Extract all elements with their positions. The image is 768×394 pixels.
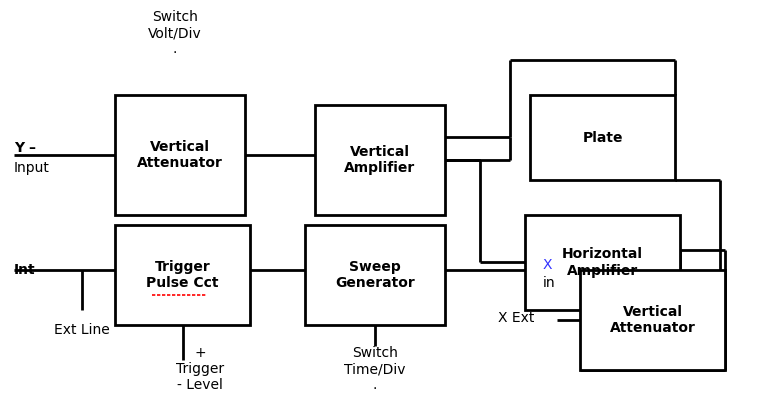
Text: in: in: [543, 276, 555, 290]
Bar: [115, 225, 250, 325]
Text: Vertical
Attenuator: Vertical Attenuator: [137, 140, 223, 170]
Bar: [115, 95, 245, 215]
Bar: [580, 270, 725, 370]
Bar: [525, 215, 680, 310]
Text: Vertical
Amplifier: Vertical Amplifier: [344, 145, 415, 175]
Text: Trigger
Pulse Cct: Trigger Pulse Cct: [146, 260, 219, 290]
Text: Input: Input: [14, 161, 50, 175]
Text: Plate: Plate: [582, 130, 623, 145]
Bar: [530, 95, 675, 180]
Text: Ext Line: Ext Line: [54, 323, 110, 337]
Text: Horizontal
Amplifier: Horizontal Amplifier: [562, 247, 643, 278]
Text: X Ext: X Ext: [498, 311, 535, 325]
Text: Vertical
Attenuator: Vertical Attenuator: [610, 305, 696, 335]
Text: Switch
Volt/Div
.: Switch Volt/Div .: [148, 10, 202, 56]
Text: X: X: [543, 258, 552, 272]
Bar: [305, 225, 445, 325]
Text: +
Trigger
- Level: + Trigger - Level: [176, 346, 224, 392]
Text: Switch
Time/Div
.: Switch Time/Div .: [344, 346, 406, 392]
Text: Sweep
Generator: Sweep Generator: [335, 260, 415, 290]
Text: Y –: Y –: [14, 141, 36, 155]
Text: Int: Int: [14, 263, 35, 277]
Bar: [315, 105, 445, 215]
